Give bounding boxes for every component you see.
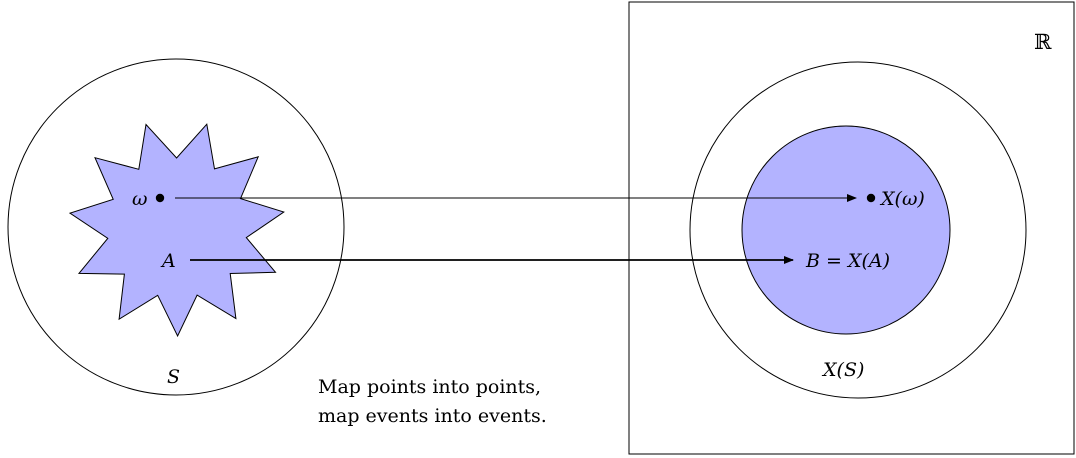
real-line-box: [628, 1, 1075, 455]
image-of-s-circle: [689, 61, 1027, 399]
event-b-label: B = X(A): [805, 250, 890, 272]
sample-space-label: S: [167, 366, 180, 388]
sample-space-circle: [7, 58, 345, 396]
image-of-s-label: X(S): [821, 359, 864, 381]
omega-label: ω: [132, 188, 148, 210]
x-omega-point: [866, 193, 876, 203]
caption-line-2: map events into events.: [318, 405, 547, 427]
event-a-label: A: [160, 250, 176, 272]
caption: Map points into points, map events into …: [318, 373, 547, 431]
event-b-disc: [741, 125, 951, 335]
event-star: [68, 123, 285, 338]
omega-point: [155, 193, 165, 203]
caption-line-1: Map points into points,: [318, 376, 542, 398]
reals-label: ℝ: [1034, 30, 1052, 54]
x-omega-label: X(ω): [879, 188, 925, 210]
